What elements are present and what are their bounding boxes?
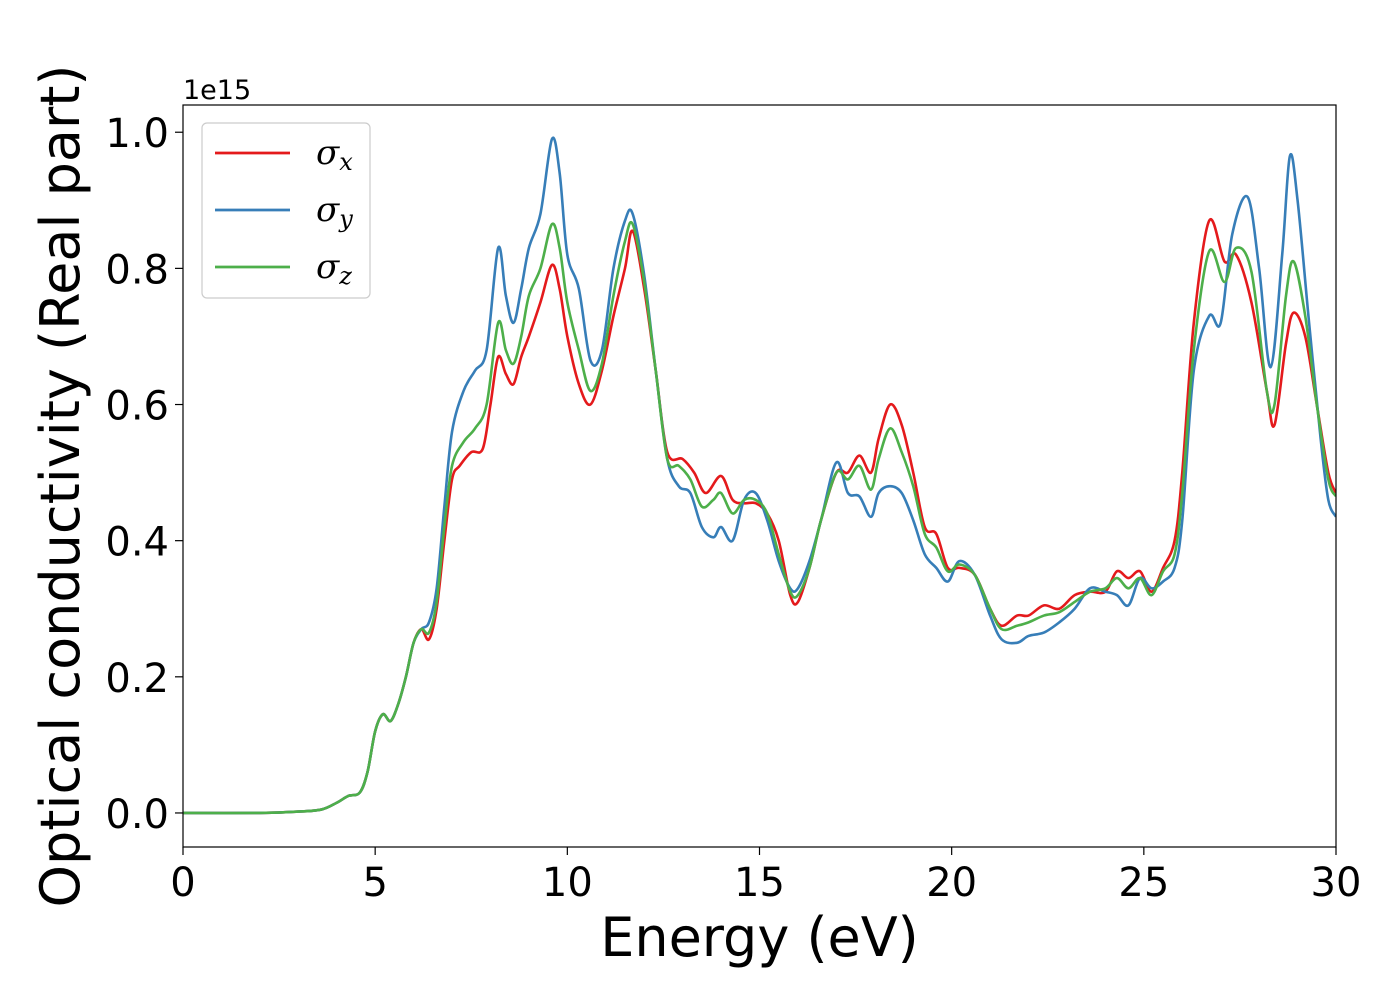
x-tick-label: 30 — [1311, 860, 1362, 906]
legend: σx σy σz — [201, 122, 371, 299]
legend-label-z: σz — [316, 247, 352, 290]
x-axis-label: Energy (eV) — [600, 906, 919, 969]
y-tick-label: 1.0 — [105, 111, 169, 157]
x-tick-label: 20 — [926, 860, 977, 906]
y-tick-label: 0.4 — [105, 520, 169, 566]
y-tick-label: 0.6 — [105, 384, 169, 430]
series-line-z — [183, 220, 1336, 815]
series-line-y — [183, 136, 1336, 815]
y-tick-label: 0.2 — [105, 656, 169, 702]
x-tick-label: 10 — [542, 860, 593, 906]
y-offset-label: 1e15 — [183, 75, 251, 106]
x-tick-label: 0 — [170, 860, 195, 906]
y-tick-label: 0.0 — [105, 792, 169, 838]
y-tick-label: 0.8 — [105, 247, 169, 293]
ticks-layer: 0 5 10 15 20 25 30 0.0 0.2 0.4 0.6 0.8 1.0 — [105, 111, 1361, 906]
x-tick-label: 5 — [362, 860, 387, 906]
legend-label-y: σy — [316, 190, 353, 233]
series-layer — [183, 136, 1336, 815]
y-axis-label: Optical conductivity (Real part) — [29, 65, 92, 908]
legend-label-x: σx — [316, 133, 353, 176]
x-tick-label: 15 — [734, 860, 785, 906]
x-tick-label: 25 — [1118, 860, 1169, 906]
